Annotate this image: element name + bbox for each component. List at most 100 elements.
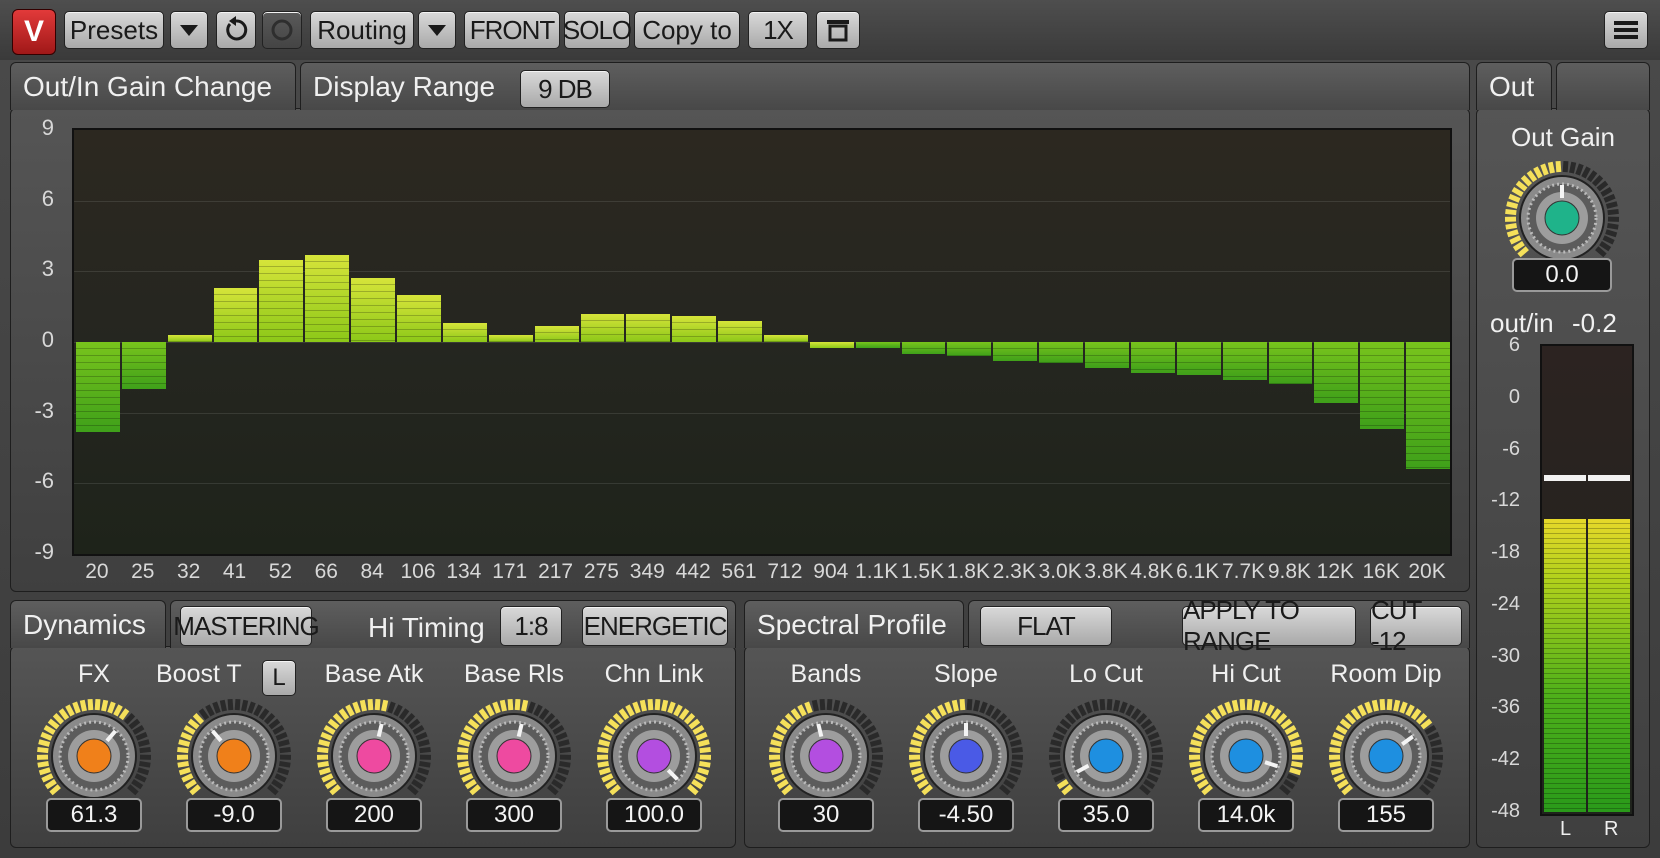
x-tick-label: 3.8K [1084, 560, 1128, 583]
logo-button[interactable]: V [12, 9, 56, 55]
gain-bar [1130, 342, 1175, 373]
presets-button[interactable]: Presets [64, 11, 164, 49]
gain-bar [1085, 342, 1129, 368]
gain-bar [1039, 342, 1084, 364]
display-range-button[interactable]: 9 DB [520, 70, 610, 108]
dynamics-knob-boost-t[interactable] [174, 696, 294, 816]
gain-bar [213, 287, 258, 342]
spectral-knob-room-dip[interactable] [1326, 696, 1446, 816]
gain-bar [580, 313, 625, 342]
x-tick-label: 275 [583, 560, 619, 583]
dynamics-knob-base-atk[interactable] [314, 696, 434, 816]
meter-tick-label: -18 [1491, 541, 1520, 564]
meter-left-label: L [1560, 818, 1572, 840]
gain-bar [901, 342, 946, 354]
meter-tick-label: 6 [1508, 334, 1520, 356]
dynamics-knob-label: Chn Link [604, 660, 704, 688]
x-tick-label: 1.8K [946, 560, 990, 583]
presets-dropdown-button[interactable] [170, 11, 208, 49]
routing-button[interactable]: Routing [310, 11, 414, 49]
spectral-knob-label: Bands [790, 660, 862, 688]
dynamics-knob-value[interactable]: 100.0 [606, 798, 702, 832]
gain-bar [947, 342, 992, 357]
gain-bar [1406, 342, 1450, 470]
hamburger-menu-icon [1614, 21, 1638, 39]
chevron-down-icon [428, 24, 446, 36]
out-header [1556, 62, 1650, 110]
tab-out[interactable]: Out [1476, 62, 1552, 110]
energetic-button[interactable]: ENERGETIC [582, 606, 728, 646]
meter-bar-l [1544, 518, 1586, 812]
outin-label: out/in [1490, 308, 1554, 338]
y-tick-label: -9 [34, 539, 54, 564]
gain-bar [397, 294, 441, 342]
redo-button[interactable] [262, 11, 302, 49]
meter-tick-label: -12 [1491, 489, 1520, 512]
meter-bar-r [1588, 518, 1630, 812]
routing-dropdown-button[interactable] [418, 11, 456, 49]
dynamics-knob-value[interactable]: 300 [466, 798, 562, 832]
grid-line [74, 271, 1450, 273]
out-gain-value[interactable]: 0.0 [1512, 258, 1612, 292]
mastering-button[interactable]: MASTERING [173, 606, 320, 646]
y-tick-label: -6 [34, 468, 54, 494]
x-tick-label: 134 [446, 560, 482, 583]
spectral-knob-value[interactable]: 30 [778, 798, 874, 832]
spectral-knob-value[interactable]: 35.0 [1058, 798, 1154, 832]
spectral-knob-value[interactable]: 14.0k [1198, 798, 1294, 832]
gain-bar [167, 334, 212, 342]
menu-button[interactable] [1604, 11, 1648, 49]
spectral-knob-hi-cut[interactable] [1186, 696, 1306, 816]
spectral-knob-slope[interactable] [906, 696, 1026, 816]
copy-to-button[interactable]: Copy to [634, 11, 740, 49]
flat-button[interactable]: FLAT [980, 606, 1112, 646]
x-tick-label: 1.1K [855, 560, 899, 583]
spectral-knob-bands[interactable] [766, 696, 886, 816]
meter-right-label: R [1604, 818, 1619, 840]
gain-change-graph [72, 128, 1452, 556]
tab-spectral-profile[interactable]: Spectral Profile [744, 600, 964, 648]
x-tick-label: 349 [629, 560, 665, 583]
window-button[interactable] [816, 11, 860, 49]
hi-timing-button[interactable]: 1:8 [500, 606, 562, 646]
cut-button[interactable]: CUT -12 [1370, 595, 1462, 656]
dynamics-knob-label: Base Rls [463, 660, 565, 688]
y-tick-label: 3 [41, 256, 54, 282]
dynamics-knob-fx[interactable] [34, 696, 154, 816]
grid-line [74, 483, 1450, 485]
spectral-knob-value[interactable]: -4.50 [918, 798, 1014, 832]
apply-to-range-button[interactable]: APPLY TO RANGE [1182, 595, 1356, 656]
gain-bar [1176, 342, 1221, 375]
x-tick-label: 32 [176, 560, 201, 583]
spectral-knob-label: Hi Cut [1211, 660, 1281, 688]
gain-bar [1268, 342, 1313, 385]
x-tick-label: 20 [85, 560, 109, 583]
gain-bar [626, 313, 671, 342]
x-tick-label: 6.1K [1176, 560, 1220, 583]
gain-bar [488, 334, 533, 342]
meter-peak-l [1544, 475, 1586, 482]
gain-bar [1314, 342, 1359, 404]
front-button[interactable]: FRONT [464, 11, 560, 49]
solo-button[interactable]: SOLO [563, 11, 632, 49]
dynamics-knob-value[interactable]: -9.0 [186, 798, 282, 832]
oversample-button[interactable]: 1X [748, 11, 808, 49]
dynamics-knob-chn-link[interactable] [594, 696, 714, 816]
spectral-knob-value[interactable]: 155 [1338, 798, 1434, 832]
undo-button[interactable] [216, 11, 256, 49]
gain-bar [855, 342, 900, 348]
y-tick-label: -3 [34, 397, 54, 423]
gain-bar [718, 320, 762, 342]
spectral-knob-lo-cut[interactable] [1046, 696, 1166, 816]
tab-gain-change[interactable]: Out/In Gain Change [10, 62, 296, 110]
grid-line [74, 200, 1450, 202]
dynamics-knob-value[interactable]: 200 [326, 798, 422, 832]
gain-bar [672, 316, 717, 342]
out-gain-knob[interactable] [1502, 158, 1622, 278]
boost-t-link-toggle[interactable]: L [262, 660, 296, 696]
tab-dynamics[interactable]: Dynamics [10, 600, 166, 648]
x-tick-label: 2.3K [992, 560, 1036, 583]
gain-bar [534, 325, 579, 342]
dynamics-knob-value[interactable]: 61.3 [46, 798, 142, 832]
outin-value: -0.2 [1572, 308, 1617, 338]
